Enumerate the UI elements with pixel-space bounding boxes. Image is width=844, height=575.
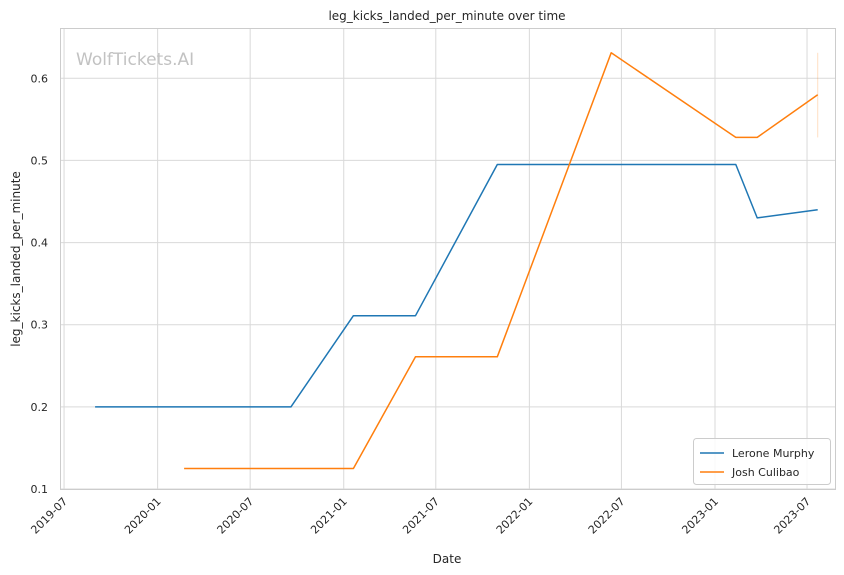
y-axis-ticks: 0.1 0.2 0.3 0.4 0.5 0.6 xyxy=(31,72,49,496)
y-tick-label: 0.1 xyxy=(31,483,49,496)
legend: Lerone Murphy Josh Culibao xyxy=(693,438,831,485)
y-tick-label: 0.4 xyxy=(31,237,49,250)
legend-label-lerone-murphy: Lerone Murphy xyxy=(732,447,815,460)
legend-box xyxy=(693,438,831,485)
series-line-lerone-murphy xyxy=(95,163,818,408)
chart-title: leg_kicks_landed_per_minute over time xyxy=(328,9,565,23)
y-tick-label: 0.6 xyxy=(31,72,49,85)
plot-frame xyxy=(60,28,836,490)
y-tick-label: 0.5 xyxy=(31,154,49,167)
series-line-josh-culibao xyxy=(184,52,819,470)
y-tick-label: 0.3 xyxy=(31,319,49,332)
y-tick-label: 0.2 xyxy=(31,401,49,414)
series-layer xyxy=(95,52,819,470)
legend-label-josh-culibao: Josh Culibao xyxy=(731,466,800,479)
x-axis-title: Date xyxy=(433,552,462,566)
watermark: WolfTickets.AI xyxy=(76,50,194,70)
y-axis-title: leg_kicks_landed_per_minute xyxy=(9,171,23,347)
